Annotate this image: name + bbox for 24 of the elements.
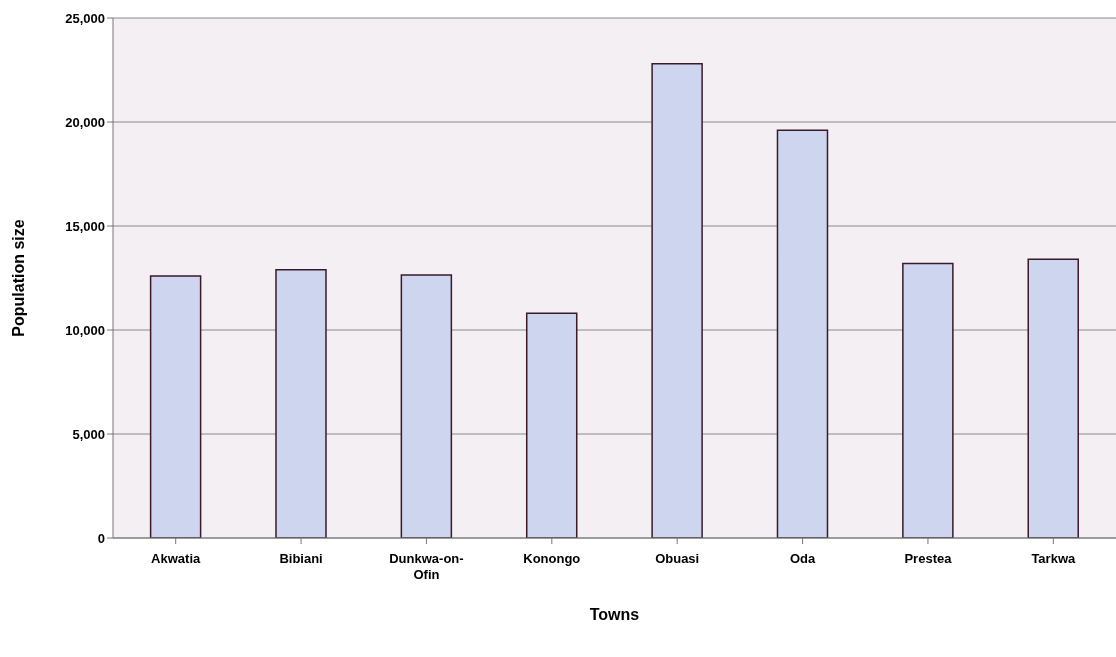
bar: [776, 129, 829, 538]
bar: [902, 262, 954, 538]
y-tick-label: 25,000: [65, 10, 105, 26]
x-tick-label: Prestea: [904, 551, 953, 567]
x-tick-label: Bibiani: [279, 551, 323, 567]
y-tick-label: 15,000: [65, 218, 105, 234]
x-tick-label: Oda: [789, 551, 816, 567]
bar: [525, 312, 578, 538]
y-axis-title: Population size: [9, 219, 27, 337]
bar: [149, 275, 202, 538]
x-tick-label: Obuasi: [655, 551, 700, 567]
bar: [400, 274, 453, 538]
bar: [651, 63, 703, 538]
bar: [275, 268, 327, 538]
bar: [1027, 258, 1079, 538]
y-tick-label: 20,000: [65, 114, 105, 130]
y-tick-label: 10,000: [65, 322, 105, 338]
x-tick-label: Dunkwa-on-Ofin: [389, 551, 464, 582]
y-tick-label: 5,000: [72, 426, 105, 442]
y-tick-label: 0: [97, 530, 105, 546]
x-axis-title: Towns: [589, 606, 640, 623]
x-tick-label: Akwatia: [151, 551, 202, 567]
x-tick-label: Tarkwa: [1031, 551, 1076, 567]
x-tick-label: Konongo: [523, 551, 581, 567]
